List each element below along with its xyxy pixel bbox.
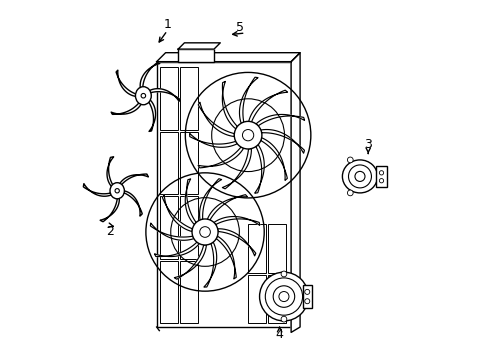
Circle shape [281,271,286,277]
Polygon shape [256,114,304,126]
Bar [160,132,178,194]
Polygon shape [290,53,300,332]
Polygon shape [156,53,300,62]
Circle shape [199,227,210,237]
Circle shape [281,316,286,322]
Text: 4: 4 [275,328,283,341]
Polygon shape [111,102,142,114]
Ellipse shape [135,87,151,105]
Circle shape [234,121,262,149]
Ellipse shape [110,183,124,199]
Polygon shape [148,100,155,131]
Bar [156,62,290,327]
Circle shape [115,189,119,193]
Circle shape [346,157,352,163]
Polygon shape [162,195,192,231]
Polygon shape [222,149,251,189]
Circle shape [304,299,309,304]
Polygon shape [207,195,247,220]
Polygon shape [116,70,136,96]
Polygon shape [203,242,216,287]
Circle shape [379,179,383,183]
Ellipse shape [342,160,377,193]
Bar [376,166,386,187]
Polygon shape [174,245,206,279]
Circle shape [273,286,294,307]
Polygon shape [239,77,258,123]
Polygon shape [199,179,221,220]
Polygon shape [254,145,264,193]
Bar [247,275,265,323]
Bar [180,261,198,323]
Circle shape [348,165,371,188]
Polygon shape [216,236,236,279]
Polygon shape [83,184,111,196]
Polygon shape [119,174,148,185]
Polygon shape [150,223,193,240]
Circle shape [354,171,364,181]
Polygon shape [222,81,237,129]
Polygon shape [198,147,243,168]
Bar [160,67,178,130]
Text: 2: 2 [106,225,114,238]
Bar [180,196,198,259]
Text: 3: 3 [364,138,371,150]
Bar [180,67,198,130]
Polygon shape [140,62,160,89]
Bar [178,49,214,62]
Bar [160,196,178,259]
Circle shape [304,289,309,294]
Bar [160,261,178,323]
Polygon shape [178,43,220,49]
Polygon shape [217,229,255,256]
Polygon shape [124,191,142,216]
Circle shape [379,171,383,175]
Bar [302,285,311,308]
Circle shape [141,94,145,98]
Circle shape [259,272,308,321]
Polygon shape [189,134,237,147]
Circle shape [242,130,253,141]
Text: 1: 1 [163,18,171,31]
Polygon shape [248,90,287,122]
Text: 5: 5 [236,21,244,34]
Circle shape [346,190,352,196]
Circle shape [278,292,288,302]
Polygon shape [149,89,179,102]
Bar [247,224,265,273]
Polygon shape [107,157,113,186]
Polygon shape [198,102,234,136]
Polygon shape [100,198,119,222]
Bar [180,132,198,194]
Bar [267,275,285,323]
Polygon shape [213,216,259,225]
Polygon shape [154,242,199,257]
Bar [267,224,285,273]
Polygon shape [260,138,287,180]
Polygon shape [185,179,196,225]
Circle shape [192,219,218,245]
Polygon shape [261,130,304,153]
Circle shape [265,278,302,315]
